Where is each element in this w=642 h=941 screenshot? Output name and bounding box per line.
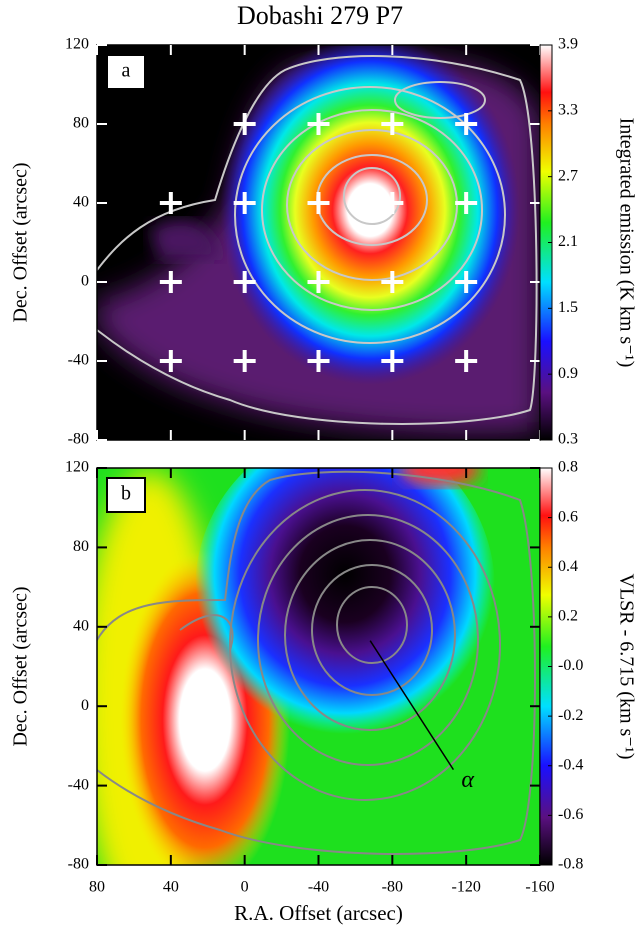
y-tick-label: 120 [65,459,89,476]
colorbar-tick-label: 3.3 [558,102,578,119]
x-tick-label: 40 [163,879,179,896]
colorbar-tick-label: -0.0 [558,657,583,674]
y-tick-label: 40 [73,194,89,211]
colorbar-tick-label: -0.6 [558,806,583,823]
annotation: α [461,767,474,793]
position-marker [233,113,256,135]
position-marker [307,271,330,293]
position-marker [455,350,478,372]
x-tick-label: -160 [525,879,554,896]
position-marker [455,113,478,135]
annotation-line [369,640,455,771]
map-a [97,45,540,440]
colorbar-tick-label: 3.9 [558,36,578,53]
colorbar-tick-label: -0.4 [558,756,583,773]
x-tick-label: -40 [308,879,329,896]
colorbar-tick-label: 2.1 [558,233,578,250]
position-marker [455,271,478,293]
position-marker [381,192,404,214]
colorbar-tick-label: 2.7 [558,167,578,184]
colorbar-tick-label: 0.4 [558,558,578,575]
panel-label: b [121,483,131,505]
colorbar-tick-label: 0.3 [558,431,578,448]
colorbar-label: Integrated emission (K km s⁻¹) [615,118,637,368]
colorbar-tick-label: 1.5 [558,299,578,316]
x-axis-label: R.A. Offset (arcsec) [234,901,403,925]
colorbar-tick-label: 0.6 [558,508,578,525]
y-tick-label: 40 [73,617,89,634]
y-tick-label: -40 [68,776,89,793]
chart-title: Dobashi 279 P7 [237,1,403,30]
position-marker [159,271,182,293]
position-marker [307,192,330,214]
y-tick-label: 0 [81,273,89,290]
x-tick-label: 0 [241,879,249,896]
panel-label: a [122,60,131,82]
y-axis-label: Dec. Offset (arcsec) [10,586,32,746]
position-marker [233,192,256,214]
y-tick-label: 120 [65,36,89,53]
x-tick-label: 80 [89,879,105,896]
colorbar-tick-label: -0.2 [558,707,583,724]
position-marker [159,350,182,372]
panel-label-box [106,477,146,513]
colorbar-tick-label: -0.8 [558,856,583,873]
colorbar-tick-label: 0.2 [558,608,578,625]
position-marker [455,192,478,214]
position-marker [159,192,182,214]
y-tick-label: -80 [68,431,89,448]
x-tick-label: -120 [452,879,481,896]
y-axis-label: Dec. Offset (arcsec) [10,162,32,322]
position-marker [381,350,404,372]
y-tick-label: -80 [68,856,89,873]
position-marker [233,271,256,293]
position-marker [307,113,330,135]
colorbar-tick-label: 0.8 [558,459,578,476]
y-tick-label: 80 [73,115,89,132]
x-tick-label: -80 [382,879,403,896]
panel-label-box [106,54,146,90]
map-b [97,468,540,865]
y-tick-label: -40 [68,352,89,369]
y-tick-label: 0 [81,697,89,714]
colorbar-label: VLSR - 6.715 (km s⁻¹) [615,574,637,760]
position-marker [381,113,404,135]
colorbar-tick-label: 0.9 [558,365,578,382]
position-marker [307,350,330,372]
y-tick-label: 80 [73,538,89,555]
position-marker [233,350,256,372]
position-marker [381,271,404,293]
